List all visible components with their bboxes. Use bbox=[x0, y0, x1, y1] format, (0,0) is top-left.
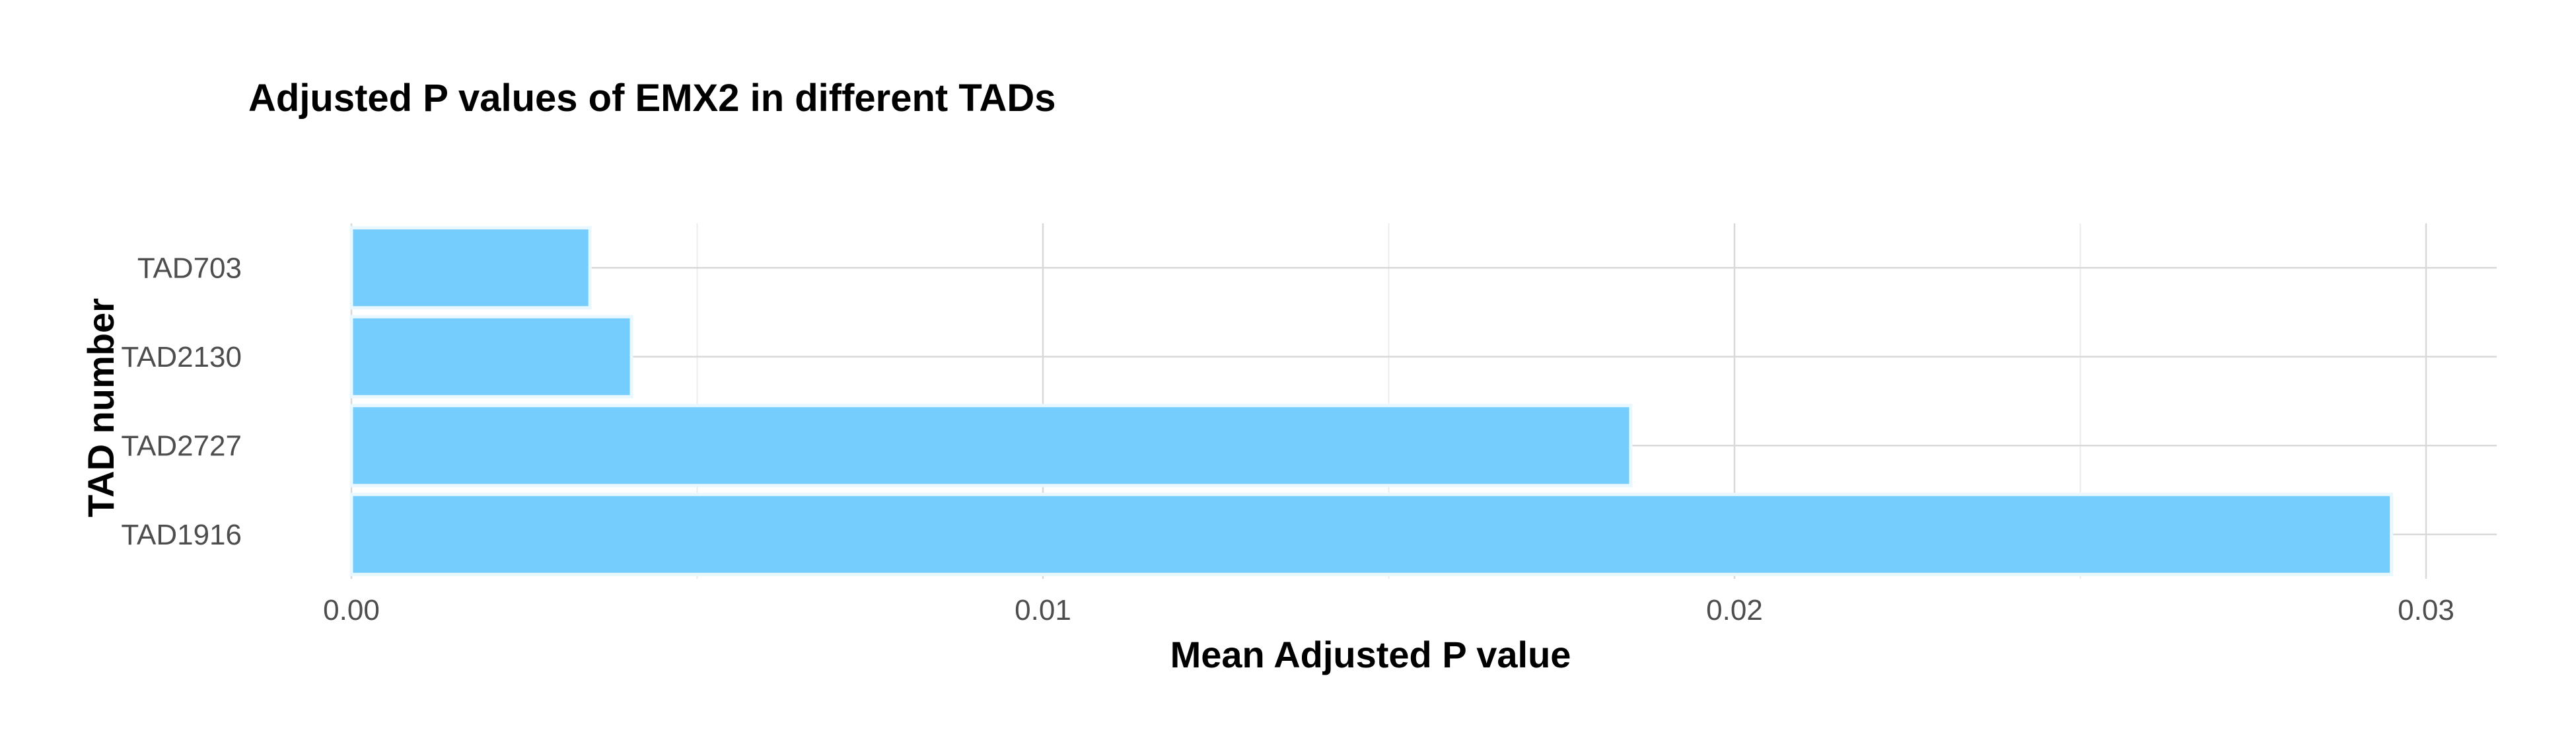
x-tick-label: 0.00 bbox=[323, 594, 380, 626]
x-tick-label: 0.01 bbox=[1015, 594, 1071, 626]
x-tick-labels: 0.00 0.01 0.02 0.03 bbox=[323, 594, 2454, 626]
y-tick-label: TAD1916 bbox=[121, 519, 242, 551]
y-tick-label: TAD2130 bbox=[121, 341, 242, 373]
bar-tad1916 bbox=[349, 492, 2394, 576]
bars bbox=[349, 226, 2394, 576]
y-axis-title: TAD number bbox=[80, 298, 122, 517]
x-tick-label: 0.02 bbox=[1706, 594, 1763, 626]
chart-title: Adjusted P values of EMX2 in different T… bbox=[248, 77, 1056, 120]
x-tick-label: 0.03 bbox=[2398, 594, 2454, 626]
bar-tad2727 bbox=[349, 404, 1633, 488]
x-axis-title: Mean Adjusted P value bbox=[1170, 634, 1571, 675]
y-tick-label: TAD703 bbox=[137, 252, 242, 284]
y-tick-label: TAD2727 bbox=[121, 430, 242, 462]
bar-tad703 bbox=[349, 226, 592, 310]
bar-tad2130 bbox=[349, 315, 633, 398]
y-tick-labels: TAD703 TAD2130 TAD2727 TAD1916 bbox=[121, 252, 242, 551]
